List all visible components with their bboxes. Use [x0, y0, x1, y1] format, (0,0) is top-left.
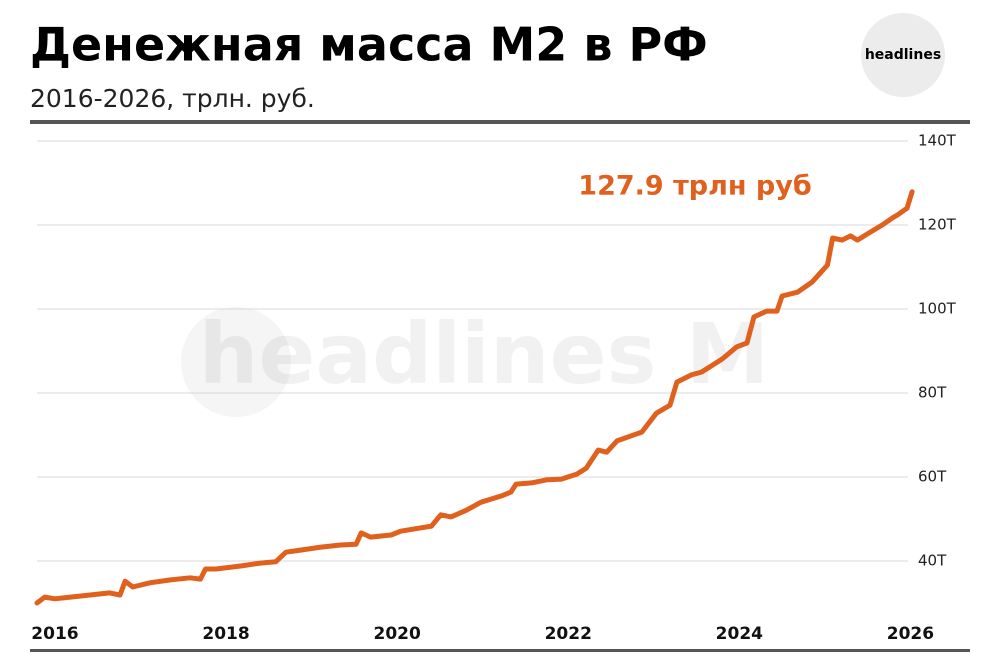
logo: headlines	[865, 47, 941, 63]
y-tick-label: 140T	[918, 132, 957, 150]
y-tick-label: 120T	[918, 216, 957, 234]
y-tick-label: 80T	[918, 384, 947, 402]
logo-circle	[861, 13, 945, 97]
chart-title: Денежная масса М2 в РФ	[30, 18, 708, 72]
data-line	[34, 189, 915, 606]
x-tick-label: 2026	[887, 624, 934, 644]
x-tick-label: 2022	[545, 624, 592, 644]
x-tick-label: 2018	[202, 624, 249, 644]
x-tick-label: 2020	[373, 624, 420, 644]
x-tick-label: 2024	[716, 624, 763, 644]
footer-rule	[30, 649, 970, 652]
annotation: 127.9 трлн руб	[578, 171, 811, 202]
y-tick-label: 40T	[918, 552, 947, 570]
header-rule	[30, 120, 970, 124]
chart-subtitle: 2016-2026, трлн. руб.	[30, 84, 315, 113]
y-tick-label: 60T	[918, 468, 947, 486]
x-tick-label: 2016	[31, 624, 78, 644]
y-tick-label: 100T	[918, 300, 957, 318]
watermark-icon	[181, 307, 291, 417]
